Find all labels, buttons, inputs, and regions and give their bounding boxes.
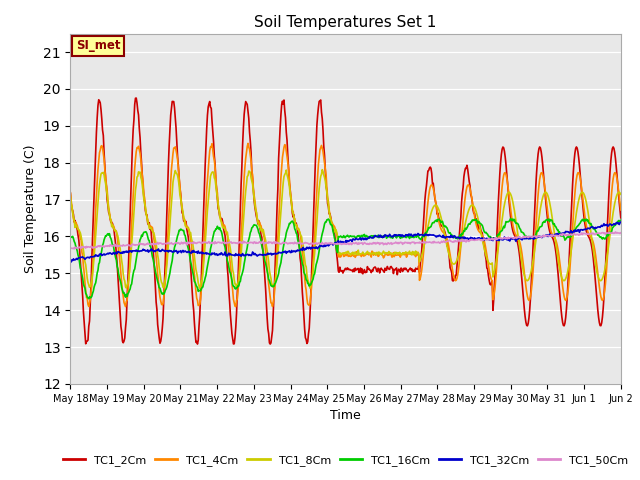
TC1_16Cm [67, 235, 74, 240]
TC1_4Cm [244, 141, 252, 146]
TC1_50Cm [77, 245, 85, 251]
TC1_4Cm [67, 190, 74, 196]
TC1_8Cm [67, 193, 74, 199]
TC1_32Cm [67, 258, 74, 264]
TC1_8Cm [414, 250, 422, 256]
Title: Soil Temperatures Set 1: Soil Temperatures Set 1 [255, 15, 436, 30]
TC1_4Cm [189, 253, 196, 259]
TC1_16Cm [413, 232, 421, 238]
TC1_32Cm [617, 219, 625, 225]
TC1_32Cm [429, 232, 437, 238]
TC1_16Cm [134, 248, 141, 254]
TC1_32Cm [134, 249, 141, 254]
TC1_32Cm [190, 248, 198, 253]
TC1_4Cm [218, 219, 226, 225]
TC1_16Cm [617, 217, 625, 223]
Line: TC1_32Cm: TC1_32Cm [70, 222, 621, 262]
TC1_8Cm [430, 203, 438, 209]
TC1_8Cm [617, 192, 625, 197]
TC1_8Cm [133, 174, 141, 180]
TC1_16Cm [429, 220, 437, 226]
TC1_16Cm [190, 274, 198, 279]
TC1_50Cm [429, 240, 437, 246]
TC1_4Cm [414, 249, 422, 255]
Line: TC1_4Cm: TC1_4Cm [70, 144, 621, 307]
TC1_8Cm [319, 167, 326, 172]
TC1_2Cm [77, 259, 84, 264]
TC1_50Cm [134, 242, 141, 248]
TC1_16Cm [219, 236, 227, 241]
TC1_32Cm [77, 254, 85, 260]
TC1_50Cm [612, 229, 620, 235]
Legend: TC1_2Cm, TC1_4Cm, TC1_8Cm, TC1_16Cm, TC1_32Cm, TC1_50Cm: TC1_2Cm, TC1_4Cm, TC1_8Cm, TC1_16Cm, TC1… [58, 451, 633, 471]
TC1_4Cm [430, 189, 438, 195]
TC1_4Cm [617, 207, 625, 213]
Line: TC1_8Cm: TC1_8Cm [70, 169, 621, 288]
TC1_32Cm [67, 259, 75, 265]
Line: TC1_2Cm: TC1_2Cm [70, 98, 621, 344]
TC1_50Cm [617, 230, 625, 236]
X-axis label: Time: Time [330, 409, 361, 422]
TC1_2Cm [67, 191, 74, 196]
TC1_50Cm [413, 240, 421, 246]
Line: TC1_50Cm: TC1_50Cm [70, 232, 621, 249]
TC1_8Cm [77, 230, 84, 236]
TC1_32Cm [219, 252, 227, 258]
TC1_2Cm [617, 215, 625, 221]
TC1_2Cm [132, 95, 140, 101]
TC1_8Cm [196, 286, 204, 291]
TC1_2Cm [134, 108, 141, 113]
Y-axis label: Soil Temperature (C): Soil Temperature (C) [24, 144, 37, 273]
TC1_4Cm [232, 304, 239, 310]
TC1_16Cm [85, 296, 93, 301]
TC1_8Cm [189, 241, 196, 247]
Text: SI_met: SI_met [76, 39, 120, 52]
Line: TC1_16Cm: TC1_16Cm [70, 218, 621, 299]
TC1_8Cm [219, 225, 227, 230]
TC1_50Cm [190, 239, 198, 245]
TC1_4Cm [133, 145, 141, 151]
TC1_2Cm [414, 266, 422, 272]
TC1_2Cm [219, 219, 227, 225]
TC1_2Cm [190, 307, 198, 313]
TC1_2Cm [266, 341, 274, 347]
TC1_16Cm [507, 216, 515, 221]
TC1_16Cm [77, 265, 84, 271]
TC1_50Cm [70, 246, 78, 252]
TC1_4Cm [77, 236, 84, 242]
TC1_50Cm [219, 239, 227, 245]
TC1_32Cm [413, 232, 421, 238]
TC1_2Cm [430, 188, 438, 193]
TC1_50Cm [67, 245, 74, 251]
